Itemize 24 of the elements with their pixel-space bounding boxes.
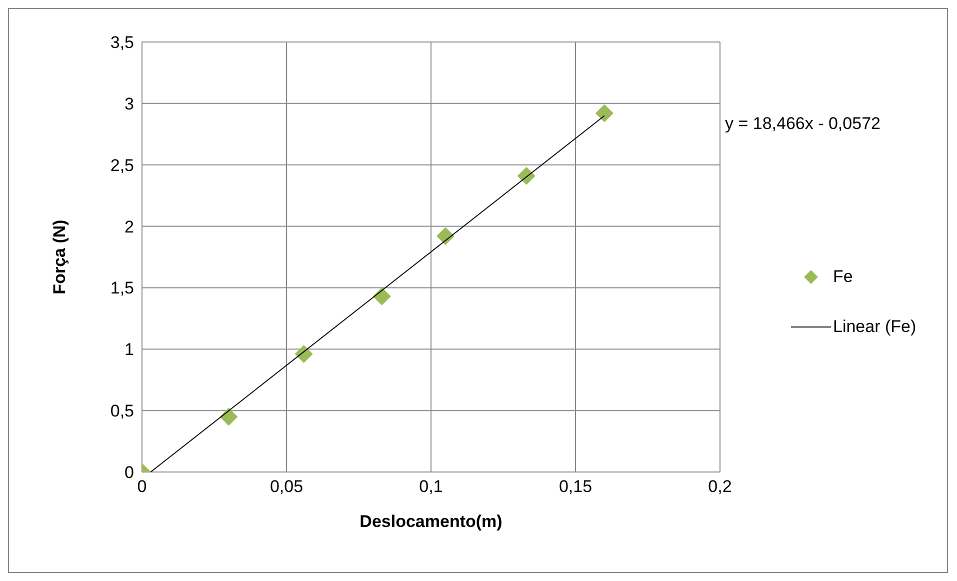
point <box>372 287 391 306</box>
x-tick-label: 0 <box>137 477 147 496</box>
legend-label: Fe <box>833 267 853 287</box>
point <box>220 408 238 426</box>
y-tick-label: 2,5 <box>110 156 134 175</box>
point <box>294 345 313 364</box>
point <box>436 227 454 246</box>
y-tick-label: 1,5 <box>110 278 134 298</box>
legend-label: Linear (Fe) <box>833 317 916 337</box>
y-tick-label: 1 <box>124 340 134 360</box>
text: y = 18,466x - 0,0572 <box>725 114 880 134</box>
y-axis-title: Força (N) <box>50 220 70 294</box>
y-tick-label: 3 <box>124 94 134 114</box>
point <box>517 166 536 185</box>
point <box>595 104 614 122</box>
y-tick-label: 3,5 <box>110 33 134 52</box>
x-tick-label: 0,05 <box>270 477 304 496</box>
y-tick-label: 2 <box>124 217 134 236</box>
x-tick-label: 0,2 <box>708 477 732 496</box>
x-tick-label: 0,15 <box>558 477 592 496</box>
x-tick-label: 0,1 <box>419 477 443 496</box>
y-tick-label: 0 <box>124 463 134 482</box>
x-axis-title: Deslocamento(m) <box>360 512 502 531</box>
y-tick-label: 0,5 <box>110 402 134 421</box>
